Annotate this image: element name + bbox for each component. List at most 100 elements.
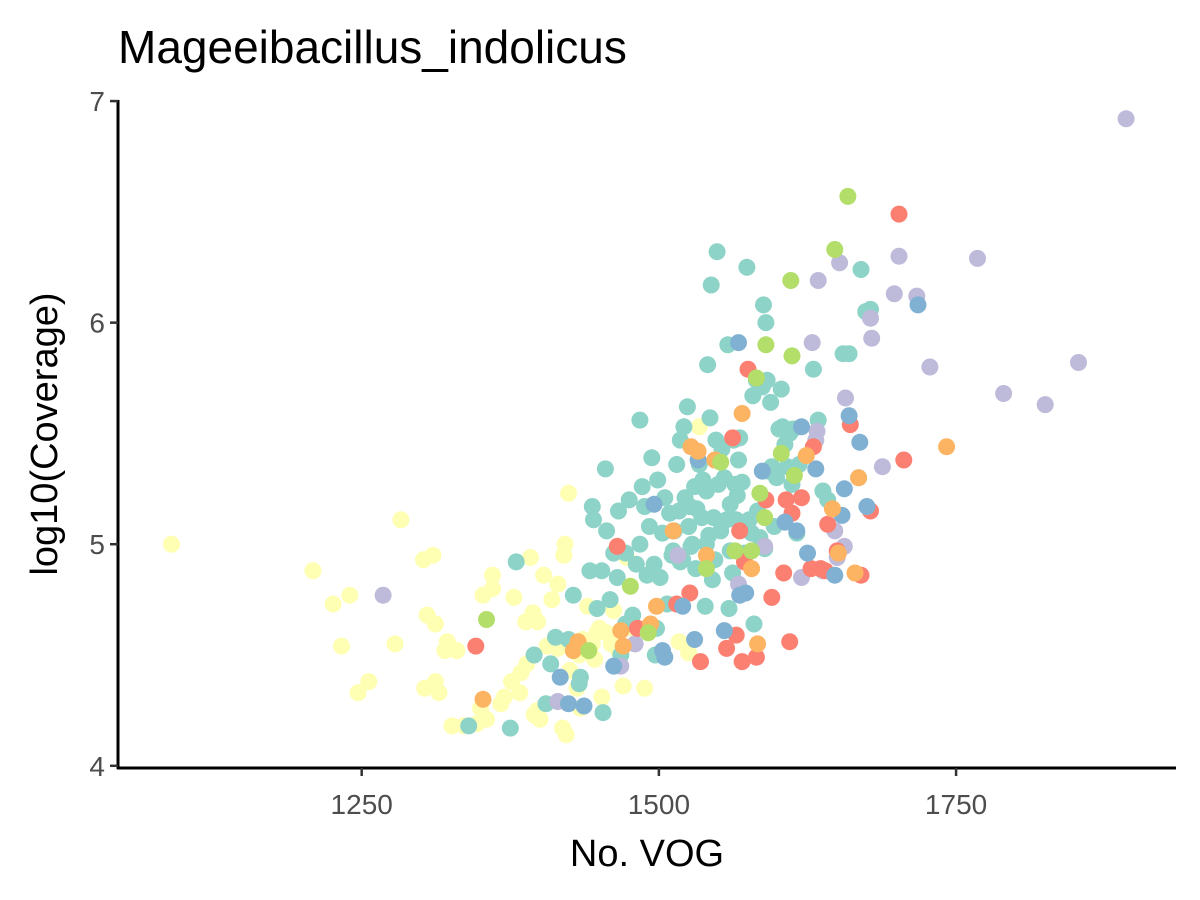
data-point-yellow-11 (424, 546, 442, 564)
data-point-lavender-23 (995, 385, 1013, 402)
data-point-teal-22 (610, 502, 627, 520)
data-point-yellow-38 (535, 566, 553, 584)
data-point-green-0 (478, 611, 495, 628)
data-point-green-10 (756, 509, 774, 527)
data-point-teal-8 (564, 586, 582, 604)
data-point-teal-29 (633, 478, 651, 496)
y-tick-label: 7 (89, 86, 105, 117)
data-point-yellow-62 (614, 677, 632, 695)
x-tick-label: 1250 (331, 789, 393, 820)
data-point-blue-19 (826, 566, 844, 584)
data-point-red-12 (747, 648, 765, 666)
data-point-teal-18 (598, 522, 616, 540)
data-point-teal-33 (643, 449, 661, 467)
data-point-lavender-0 (374, 586, 392, 604)
data-point-teal-65 (702, 276, 720, 294)
x-axis-title: No. VOG (570, 833, 724, 875)
data-point-red-22 (819, 515, 837, 533)
data-point-yellow-69 (555, 546, 573, 564)
data-point-yellow-30 (505, 588, 523, 606)
data-point-teal-32 (640, 518, 658, 535)
data-point-yellow-23 (478, 710, 495, 728)
data-point-teal-108 (772, 380, 790, 398)
data-point-orange-15 (823, 500, 841, 518)
data-point-lavender-21 (921, 358, 939, 376)
data-point-teal-14 (588, 600, 606, 617)
data-point-teal-37 (651, 569, 669, 586)
data-point-yellow-67 (680, 644, 698, 662)
data-point-blue-24 (858, 498, 876, 515)
data-point-lavender-13 (837, 389, 854, 407)
data-point-lavender-16 (863, 329, 881, 347)
data-point-teal-6 (547, 628, 564, 646)
data-point-teal-64 (701, 409, 719, 427)
data-point-blue-11 (730, 334, 747, 352)
data-point-teal-124 (852, 261, 870, 278)
data-point-green-5 (712, 453, 730, 471)
data-point-orange-16 (829, 544, 847, 562)
data-point-red-0 (467, 637, 485, 655)
data-point-yellow-6 (360, 673, 378, 691)
data-point-green-6 (726, 542, 744, 560)
data-point-green-3 (639, 624, 657, 642)
data-point-red-16 (781, 633, 799, 651)
data-point-teal-12 (583, 498, 601, 515)
data-point-blue-10 (715, 622, 733, 640)
data-point-red-7 (724, 429, 742, 447)
data-point-lavender-24 (1036, 396, 1054, 414)
data-point-blue-15 (788, 522, 806, 540)
data-point-teal-16 (594, 704, 612, 722)
x-axis-ticks: 1250 1500 1750 (331, 768, 987, 820)
data-point-red-6 (718, 639, 736, 657)
data-point-teal-98 (755, 296, 772, 314)
data-point-teal-53 (683, 535, 701, 553)
data-point-blue-13 (753, 462, 771, 480)
data-point-orange-12 (743, 560, 761, 578)
data-point-blue-6 (656, 648, 674, 666)
data-point-teal-3 (525, 646, 543, 664)
data-point-green-1 (580, 642, 598, 660)
data-point-teal-11 (581, 562, 599, 580)
data-point-yellow-44 (557, 726, 575, 744)
data-point-yellow-7 (386, 635, 404, 653)
data-point-yellow-66 (670, 633, 688, 651)
data-point-yellow-12 (426, 615, 444, 633)
data-point-blue-16 (793, 418, 810, 436)
data-point-lavender-5 (756, 537, 774, 555)
data-point-blue-0 (551, 668, 569, 686)
data-point-orange-13 (749, 635, 767, 653)
data-point-orange-14 (797, 447, 815, 465)
data-point-blue-14 (776, 513, 794, 531)
data-point-teal-21 (608, 569, 626, 586)
data-point-teal-15 (593, 562, 611, 580)
data-point-red-18 (793, 489, 810, 507)
data-point-green-7 (743, 542, 761, 560)
data-point-orange-20 (648, 597, 665, 615)
data-point-teal-19 (601, 591, 619, 609)
data-point-teal-34 (645, 555, 663, 573)
data-point-red-4 (681, 584, 699, 602)
data-point-red-14 (775, 564, 793, 582)
data-point-teal-28 (631, 411, 649, 429)
data-point-teal-100 (757, 314, 775, 332)
data-point-blue-21 (835, 480, 853, 498)
data-point-teal-77 (720, 600, 738, 617)
data-point-yellow-0 (163, 535, 180, 553)
data-point-red-28 (895, 451, 913, 469)
data-point-teal-36 (649, 471, 667, 489)
data-point-red-1 (608, 537, 626, 555)
data-point-red-13 (763, 588, 781, 606)
data-point-teal-83 (728, 487, 746, 504)
data-point-blue-2 (575, 697, 593, 715)
points-layer (163, 110, 1135, 744)
data-point-teal-58 (693, 509, 711, 527)
data-point-yellow-65 (636, 679, 654, 697)
data-point-teal-103 (762, 393, 780, 411)
data-point-green-15 (785, 467, 803, 484)
data-point-blue-7 (674, 597, 692, 615)
data-point-red-9 (733, 653, 751, 671)
data-point-lavender-15 (862, 309, 879, 327)
data-point-yellow-70 (549, 575, 567, 593)
data-point-blue-23 (851, 433, 869, 451)
data-point-teal-133 (631, 535, 649, 553)
